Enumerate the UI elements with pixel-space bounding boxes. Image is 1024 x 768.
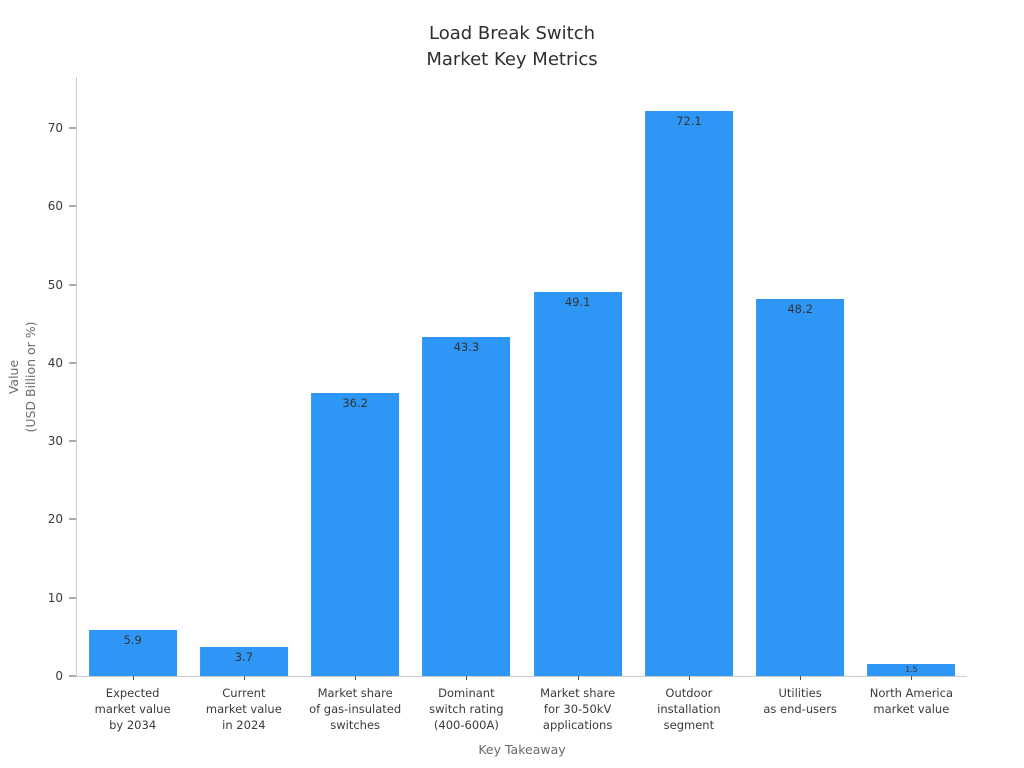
y-tick-label: 50 (47, 277, 63, 292)
x-tick-label: Market share for 30-50kV applications (540, 686, 616, 732)
x-tick-label: Dominant switch rating (400-600A) (429, 686, 504, 732)
x-tick-label: North America market value (869, 686, 953, 716)
bar-slot: 36.2 Market share of gas-insulated switch… (300, 77, 411, 732)
bar-slot: 49.1 Market share for 30-50kV application… (522, 77, 633, 732)
y-tick-mark (69, 675, 76, 677)
bar: 49.1 (533, 291, 622, 676)
bar-slot: 48.2 Utilities as end-users (745, 77, 856, 716)
bar: 3.7 (199, 647, 288, 676)
bar-slot: 3.7 Current market value in 2024 (188, 77, 299, 732)
x-tick-label: Utilities as end-users (763, 686, 837, 716)
y-tick-label: 10 (47, 590, 63, 605)
bar-value-label: 3.7 (234, 650, 254, 665)
x-tick-mark (577, 676, 579, 680)
x-tick-mark (355, 676, 357, 680)
y-tick-mark (69, 597, 76, 599)
x-tick-mark (466, 676, 468, 680)
bar-value-label: 49.1 (564, 294, 591, 309)
y-tick-label: 30 (47, 434, 63, 449)
bar: 1.5 (867, 664, 956, 676)
x-axis-spine (76, 676, 967, 677)
bar-value-label: 5.9 (123, 632, 142, 647)
bar-value-label: 43.3 (453, 339, 480, 354)
x-tick-mark (911, 676, 913, 680)
bar-slot: 5.9 Expected market value by 2034 (77, 77, 188, 732)
x-tick-mark (800, 676, 802, 680)
y-tick-mark (69, 362, 76, 364)
x-tick-mark (688, 676, 690, 680)
plot-area: 0 10 20 30 40 50 60 70 5.9 Expected market value … (48, 77, 967, 732)
x-axis-title: Key Takeaway (478, 742, 566, 757)
y-axis-title: Value (USD Billion or %) (6, 321, 38, 433)
x-tick-label: Outdoor installation segment (657, 686, 721, 732)
x-tick-mark (243, 676, 245, 680)
bar-value-label: 72.1 (676, 114, 702, 129)
y-tick-mark (69, 205, 76, 207)
x-tick-label: Market share of gas-insulated switches (309, 686, 402, 732)
y-tick-mark (69, 284, 76, 285)
x-tick-label: Current market value in 2024 (205, 686, 282, 732)
x-tick-mark (132, 676, 134, 680)
y-tick-mark (69, 440, 76, 442)
bar-value-label: 1.5 (905, 665, 918, 675)
bar-value-label: 48.2 (787, 301, 813, 316)
x-tick-label: Expected market value by 2034 (94, 686, 171, 732)
bar: 72.1 (644, 111, 733, 676)
y-tick-label: 60 (47, 199, 63, 214)
y-tick-mark (69, 127, 76, 129)
bar-slot: 72.1 Outdoor installation segment (633, 77, 744, 732)
bar-value-label: 36.2 (342, 395, 368, 410)
y-axis-spine (76, 77, 77, 676)
y-tick-label: 40 (47, 355, 63, 370)
y-tick-label: 70 (47, 120, 63, 135)
bar: 5.9 (88, 629, 177, 676)
bar-slot: 1.5 North America market value (856, 77, 967, 716)
bar: 43.3 (422, 336, 511, 676)
bar-slot: 43.3 Dominant switch rating (400-600A) (411, 77, 522, 732)
y-tick-mark (69, 518, 76, 520)
bar: 36.2 (311, 392, 400, 676)
y-tick-label: 20 (47, 512, 63, 527)
chart-title: Load Break Switch Market Key Metrics (426, 23, 598, 70)
y-tick-label: 0 (55, 669, 63, 683)
bar: 48.2 (756, 298, 845, 676)
